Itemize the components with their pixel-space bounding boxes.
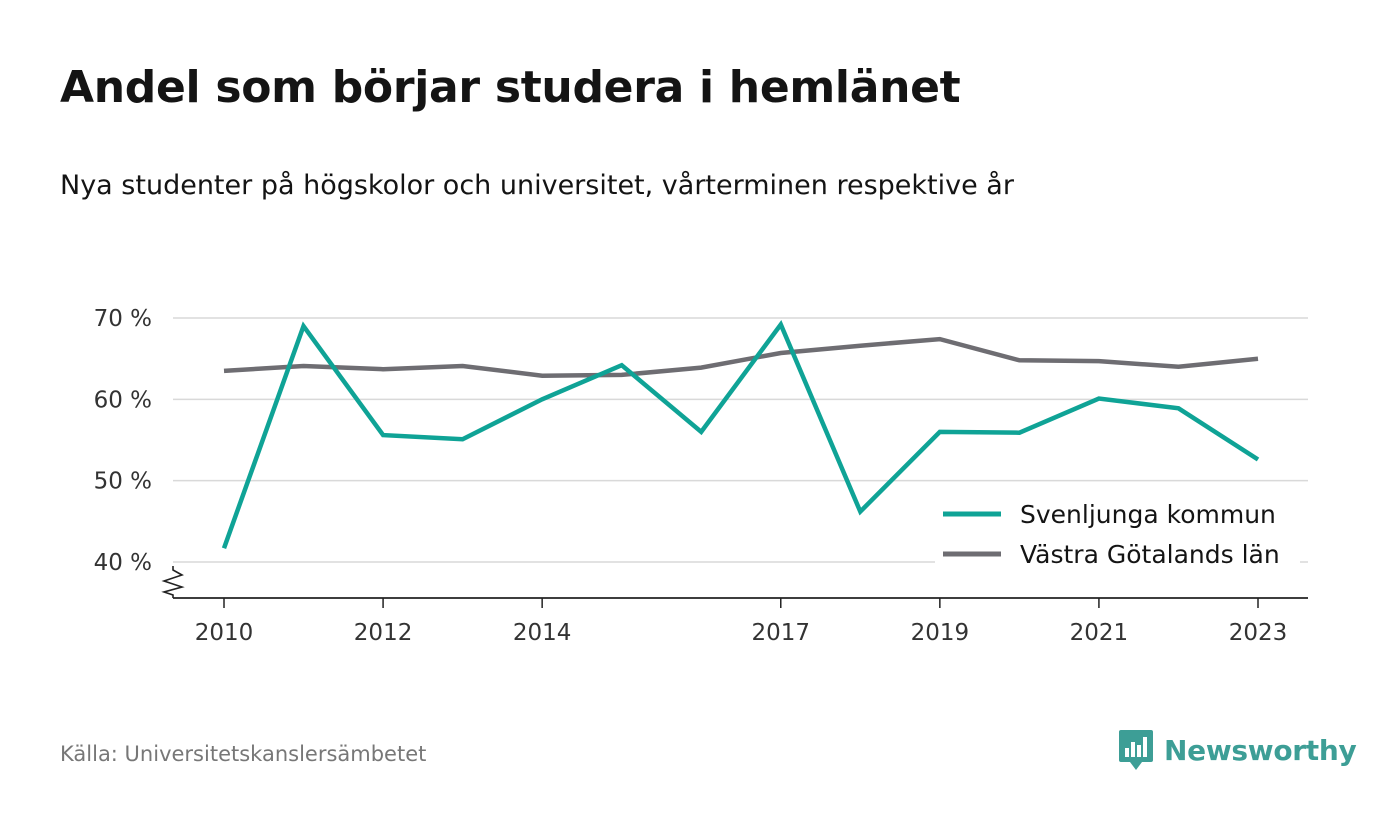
- chart-subtitle: Nya studenter på högskolor och universit…: [60, 170, 1014, 201]
- legend-label: Västra Götalands län: [1020, 540, 1280, 569]
- x-tick-label: 2010: [195, 620, 254, 646]
- x-tick-label: 2019: [911, 620, 970, 646]
- axes: 40 % 50 % 60 % 70 % 2010 2012 2014 2017 2019 2021…: [94, 306, 1308, 646]
- y-tick-label: 40 %: [94, 550, 152, 576]
- legend: Svenljunga kommun Västra Götalands län: [935, 494, 1300, 574]
- x-tick-label: 2012: [354, 620, 413, 646]
- newsworthy-logo-icon: [1119, 730, 1153, 770]
- chart-title: Andel som börjar studera i hemlänet: [60, 62, 961, 113]
- series-lines: [221, 320, 1260, 549]
- legend-background: [935, 494, 1300, 574]
- brand-name: Newsworthy: [1164, 733, 1357, 767]
- legend-label: Svenljunga kommun: [1020, 500, 1276, 529]
- x-tick-label: 2014: [513, 620, 572, 646]
- x-tick-label: 2023: [1229, 620, 1288, 646]
- axis-break-icon: [161, 566, 185, 598]
- y-tick-label: 70 %: [94, 306, 152, 332]
- x-tick-label: 2021: [1070, 620, 1129, 646]
- series-line: [221, 320, 1260, 549]
- y-tick-label: 60 %: [94, 387, 152, 413]
- brand-logo: Newsworthy: [1118, 728, 1357, 772]
- source-note: Källa: Universitetskanslersämbetet: [60, 742, 427, 766]
- series-line: [223, 336, 1259, 378]
- x-tick-label: 2017: [751, 620, 810, 646]
- y-tick-label: 50 %: [94, 469, 152, 495]
